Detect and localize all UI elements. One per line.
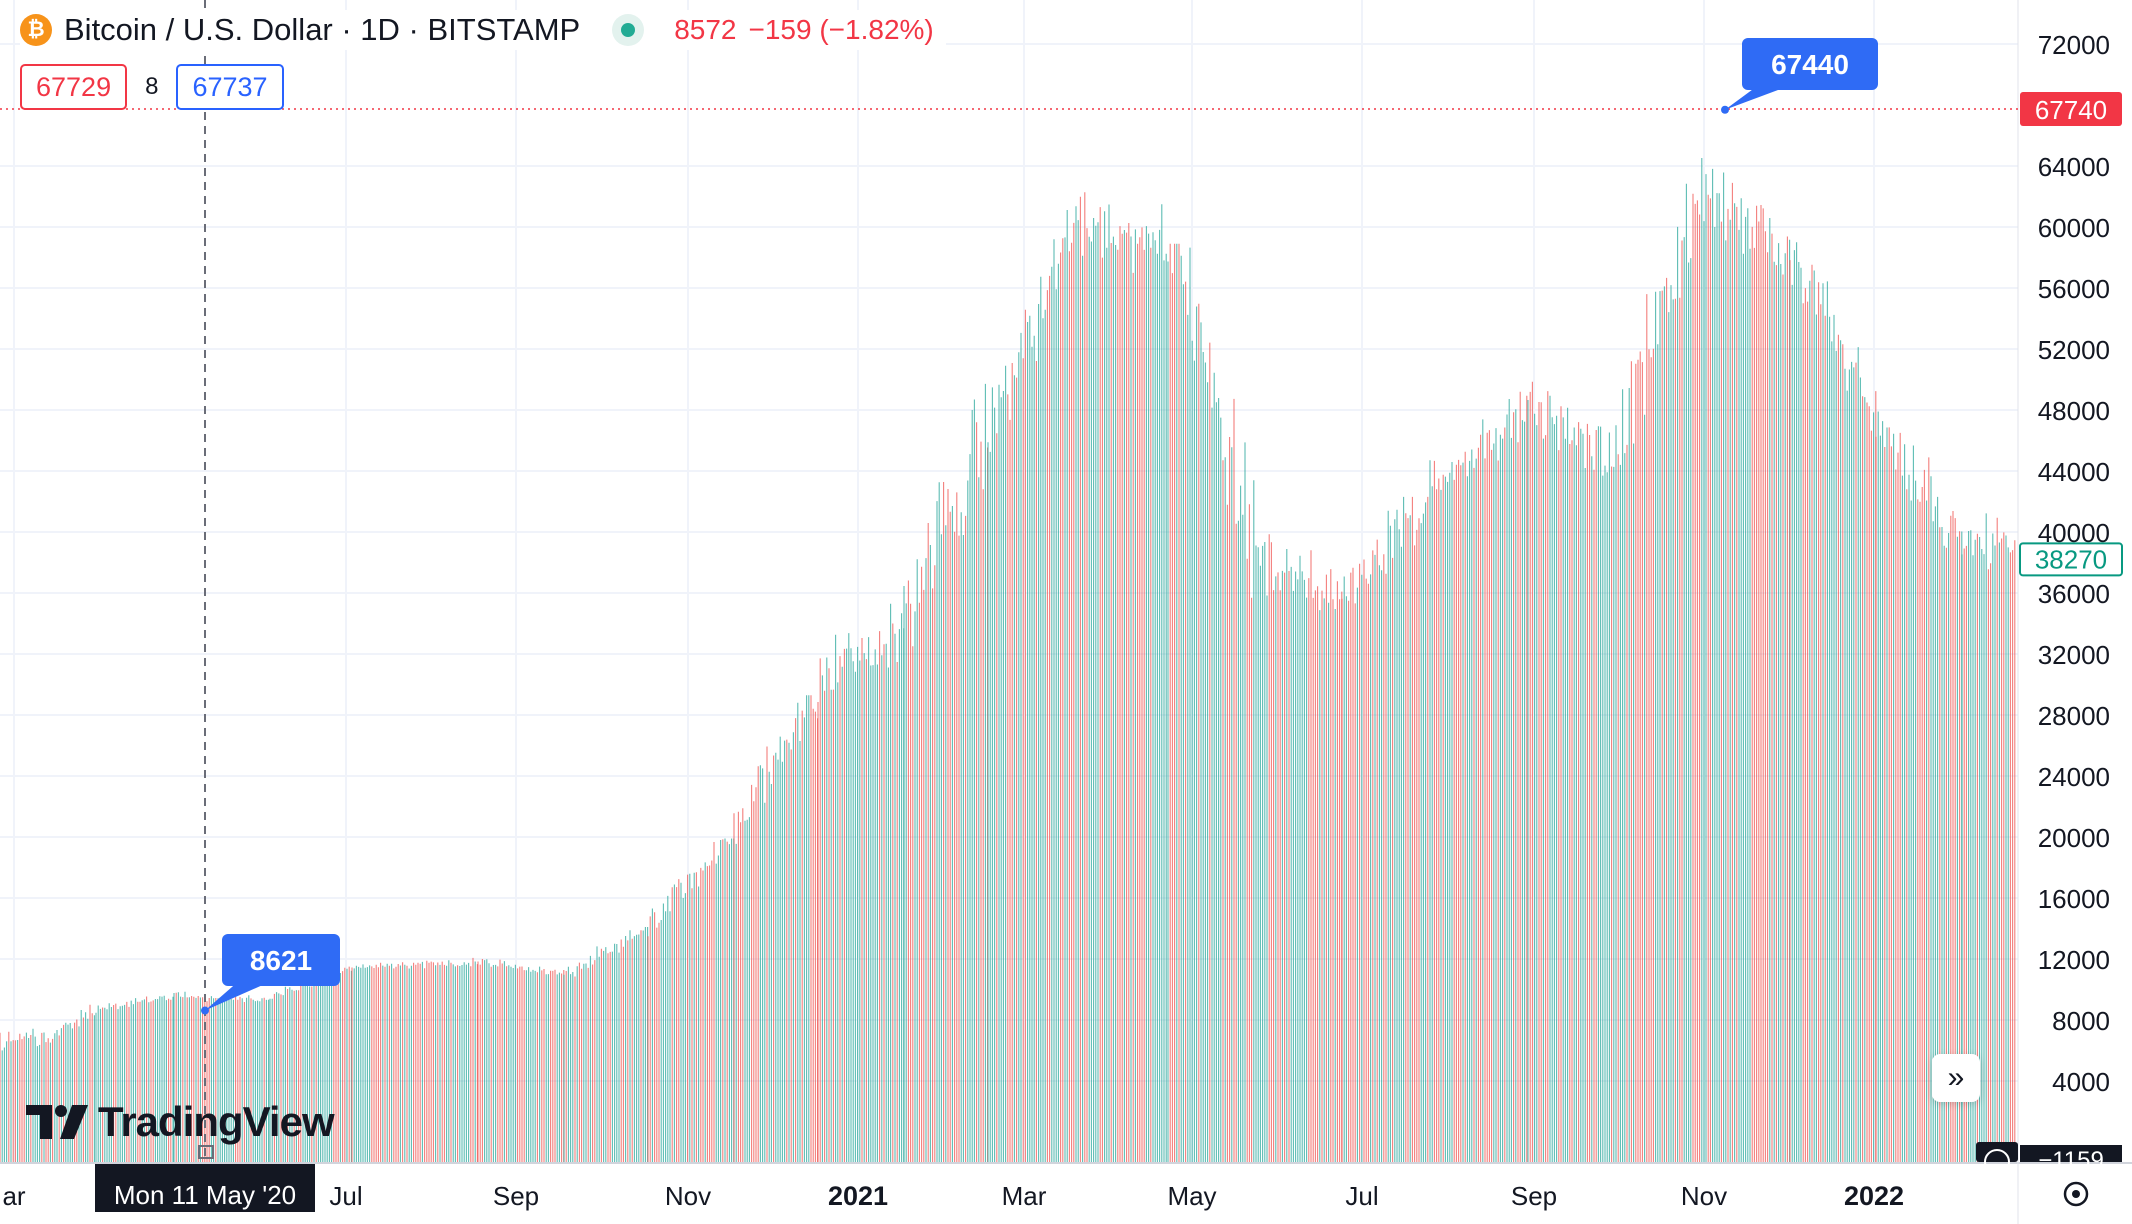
last-price: 8572 — [674, 14, 737, 45]
market-open-icon — [612, 14, 645, 46]
current-price-tag-label: 67740 — [2035, 95, 2107, 125]
lock-icon — [198, 1145, 214, 1159]
price-tick-label: 64000 — [2038, 152, 2110, 182]
time-tick-label: Sep — [1511, 1181, 1557, 1211]
price-tick-label: 8000 — [2052, 1006, 2110, 1036]
settings-gear-icon — [2063, 1181, 2089, 1207]
bottom-price-tag — [2020, 1145, 2122, 1162]
bottom-price-tag-label: −1159 — [2038, 1147, 2104, 1174]
time-tick-label: 2022 — [1844, 1181, 1904, 1211]
price-tick-label: 52000 — [2038, 335, 2110, 365]
price-tick-label: 36000 — [2038, 579, 2110, 609]
add-alert-button — [1976, 1142, 2018, 1162]
time-tick-label: Jul — [1345, 1181, 1378, 1211]
time-tick-label: ar — [2, 1181, 25, 1211]
buy-sell-panel: 67729 8 67737 — [20, 64, 284, 110]
double-chevron-right-icon: » — [1947, 1061, 1965, 1094]
low-price-callout-label: 8621 — [250, 945, 312, 976]
buy-button[interactable]: 67737 — [176, 64, 284, 110]
price-tick-label: 28000 — [2038, 701, 2110, 731]
spread-value: 8 — [145, 73, 159, 100]
price-change: 8572 −159 (−1.82%) — [674, 14, 946, 46]
time-tick-label: Jul — [329, 1181, 362, 1211]
time-tick-label: Nov — [1681, 1181, 1727, 1211]
price-tick-label: 12000 — [2038, 945, 2110, 975]
time-tick-label: Nov — [665, 1181, 711, 1211]
time-tick-label: Mar — [1002, 1181, 1047, 1211]
price-tick-label: 16000 — [2038, 884, 2110, 914]
time-tick-label: 2021 — [828, 1181, 888, 1211]
price-tick-label: 4000 — [2052, 1067, 2110, 1097]
time-tick-label: May — [1167, 1181, 1216, 1211]
price-axis: 7200064000600005600052000480004400040000… — [1976, 30, 2123, 1175]
price-bars — [0, 158, 2016, 1162]
symbol-title[interactable]: Bitcoin / U.S. Dollar · 1D · BITSTAMP — [64, 12, 581, 47]
last-close-tag — [2019, 542, 2123, 577]
price-tick-label: 48000 — [2038, 396, 2110, 426]
price-tick-label: 72000 — [2038, 30, 2110, 60]
symbol-header: ₿ Bitcoin / U.S. Dollar · 1D · BITSTAMP … — [20, 10, 946, 50]
callouts: 8621 67440 — [201, 38, 1878, 1015]
price-tick-label: 60000 — [2038, 213, 2110, 243]
tradingview-logo[interactable]: TradingView — [26, 1098, 335, 1146]
price-change-value: −159 (−1.82%) — [748, 14, 934, 45]
price-tick-label: 32000 — [2038, 640, 2110, 670]
price-tick-label: 24000 — [2038, 762, 2110, 792]
crosshair-date-tag — [95, 1164, 315, 1212]
crosshair-date-label: Mon 11 May '20 — [114, 1180, 296, 1210]
time-axis: ar Jul Sep Nov 2021 Mar May Jul Sep Nov 2022 Mon 11… — [2, 1145, 2089, 1212]
tradingview-logo-text: TradingView — [98, 1098, 335, 1145]
plus-circle-icon — [1984, 1149, 2010, 1175]
price-tick-label: 20000 — [2038, 823, 2110, 853]
high-price-callout: 67440 — [1721, 38, 1878, 114]
tradingview-mark-icon — [26, 1105, 88, 1139]
price-tick-label: 44000 — [2038, 457, 2110, 487]
time-tick-label: Sep — [493, 1181, 539, 1211]
scroll-to-realtime-button[interactable]: » — [1932, 1054, 1980, 1102]
last-close-tag-label: 38270 — [2035, 544, 2107, 574]
current-price-tag — [2020, 91, 2122, 126]
bitcoin-logo-icon: ₿ — [20, 14, 52, 46]
price-tick-label: 56000 — [2038, 274, 2110, 304]
low-price-callout: 8621 — [201, 934, 340, 1015]
high-price-callout-label: 67440 — [1771, 49, 1849, 80]
sell-button[interactable]: 67729 — [20, 64, 128, 110]
